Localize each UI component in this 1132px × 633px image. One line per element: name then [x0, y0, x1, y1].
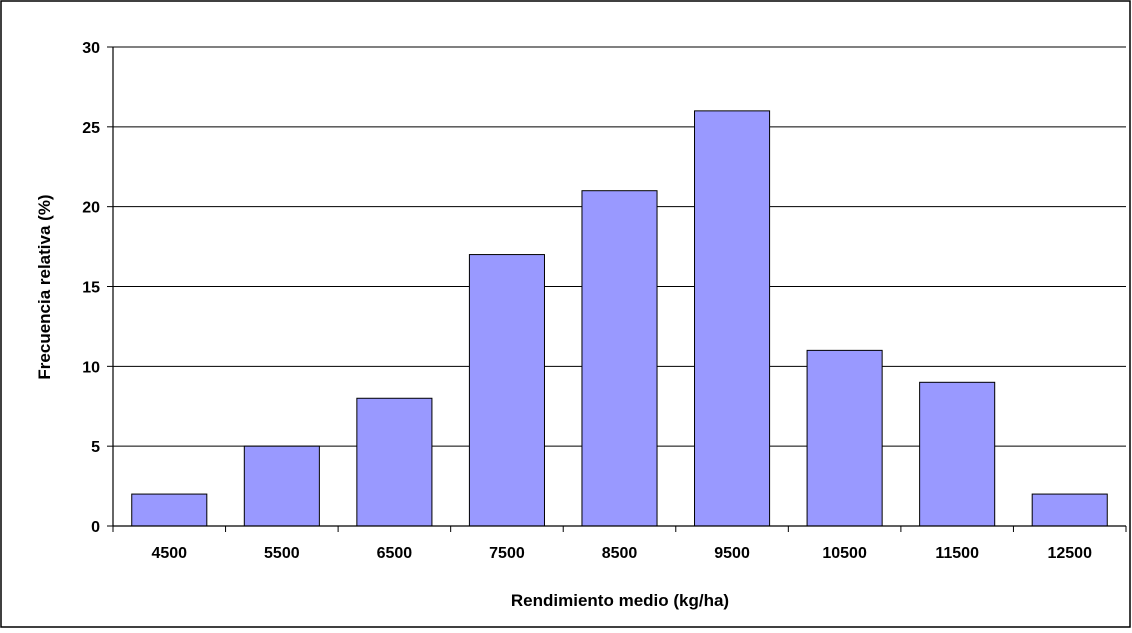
axes: [107, 46, 1127, 532]
y-tick-label: 10: [82, 359, 100, 376]
x-tick-label: 4500: [151, 545, 187, 562]
y-tick-label: 30: [82, 40, 100, 57]
y-axis-title: Frecuencia relativa (%): [35, 194, 54, 379]
bar: [581, 190, 658, 527]
x-tick-label: 12500: [1047, 545, 1092, 562]
y-tick-label: 0: [91, 519, 100, 536]
y-tick-label: 20: [82, 200, 100, 217]
x-tick-label: 9500: [714, 545, 750, 562]
x-tick-label: 8500: [602, 545, 638, 562]
x-tick-labels: 4500 5500 6500 7500 8500 9500 10500 11500 12500: [151, 545, 1092, 562]
bar: [131, 493, 208, 527]
bar: [919, 381, 996, 527]
bar: [694, 110, 771, 527]
bars: [131, 110, 1108, 527]
bar: [468, 254, 545, 527]
y-tick-label: 5: [91, 439, 100, 456]
x-tick-label: 10500: [822, 545, 867, 562]
x-tick-label: 11500: [935, 545, 979, 562]
bar: [1031, 493, 1108, 527]
y-tick-labels: 0 5 10 15 20 25 30: [82, 40, 100, 536]
bar: [806, 349, 883, 527]
x-tick-label: 7500: [489, 545, 525, 562]
x-tick-label: 5500: [264, 545, 300, 562]
bar: [243, 445, 320, 527]
y-tick-label: 25: [82, 120, 100, 137]
bar: [356, 397, 433, 527]
y-tick-label: 15: [82, 280, 100, 297]
x-tick-label: 6500: [377, 545, 413, 562]
x-axis-title: Rendimiento medio (kg/ha): [511, 591, 729, 610]
